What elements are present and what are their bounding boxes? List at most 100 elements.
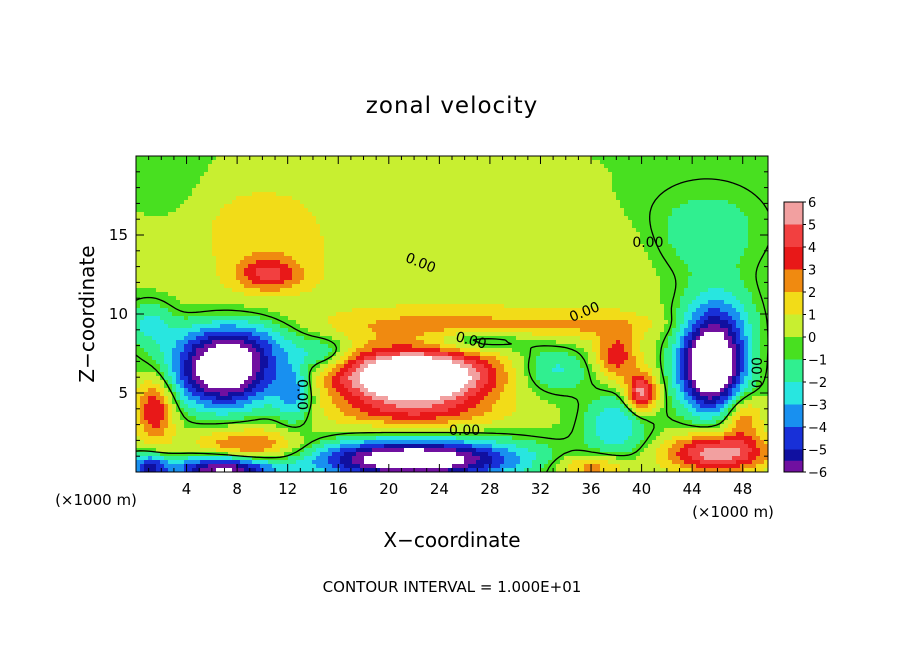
field-cell (164, 228, 169, 233)
field-cell (412, 224, 417, 229)
field-cell (748, 244, 753, 249)
field-cell (368, 256, 373, 261)
field-cell (544, 224, 549, 229)
field-cell (544, 192, 549, 197)
field-cell (616, 168, 621, 173)
field-cell (532, 228, 537, 233)
field-cell (296, 276, 301, 281)
field-cell (516, 192, 521, 197)
field-cell (452, 196, 457, 201)
field-cell (164, 256, 169, 261)
field-cell (584, 184, 589, 189)
field-cell (268, 264, 273, 269)
field-cell (396, 172, 401, 177)
field-cell (368, 172, 373, 177)
field-cell (672, 244, 677, 249)
field-cell (328, 176, 333, 181)
field-cell (308, 180, 313, 185)
field-cell (596, 200, 601, 205)
field-cell (556, 164, 561, 169)
field-cell (148, 264, 153, 269)
field-cell (548, 264, 553, 269)
field-cell (436, 240, 441, 245)
field-cell (212, 204, 217, 209)
field-cell (484, 196, 489, 201)
field-cell (376, 228, 381, 233)
field-cell (704, 172, 709, 177)
field-cell (316, 196, 321, 201)
field-cell (332, 188, 337, 193)
field-cell (296, 272, 301, 277)
field-cell (288, 280, 293, 285)
field-cell (316, 256, 321, 261)
field-cell (500, 244, 505, 249)
field-cell (576, 272, 581, 277)
field-cell (184, 224, 189, 229)
field-cell (220, 204, 225, 209)
field-cell (408, 224, 413, 229)
field-cell (156, 216, 161, 221)
field-cell (288, 216, 293, 221)
field-cell (740, 268, 745, 273)
field-cell (276, 272, 281, 277)
field-cell (300, 248, 305, 253)
field-cell (376, 280, 381, 285)
field-cell (760, 156, 765, 161)
field-cell (172, 224, 177, 229)
field-cell (308, 276, 313, 281)
field-cell (628, 260, 633, 265)
field-cell (548, 244, 553, 249)
field-cell (672, 260, 677, 265)
field-cell (684, 236, 689, 241)
field-cell (536, 220, 541, 225)
field-cell (144, 220, 149, 225)
field-cell (644, 228, 649, 233)
field-cell (344, 164, 349, 169)
field-cell (464, 168, 469, 173)
field-cell (760, 236, 765, 241)
field-cell (332, 268, 337, 273)
field-cell (216, 212, 221, 217)
field-cell (724, 204, 729, 209)
field-cell (280, 264, 285, 269)
field-cell (676, 240, 681, 245)
field-cell (368, 260, 373, 265)
field-cell (692, 240, 697, 245)
field-cell (288, 248, 293, 253)
field-cell (592, 240, 597, 245)
field-cell (760, 228, 765, 233)
field-cell (384, 184, 389, 189)
field-cell (480, 156, 485, 161)
field-cell (352, 216, 357, 221)
field-cell (756, 168, 761, 173)
field-cell (384, 180, 389, 185)
field-cell (500, 184, 505, 189)
field-cell (324, 216, 329, 221)
field-cell (152, 272, 157, 277)
field-cell (348, 260, 353, 265)
field-cell (288, 184, 293, 189)
field-cell (408, 196, 413, 201)
field-cell (716, 268, 721, 273)
field-cell (280, 244, 285, 249)
field-cell (656, 228, 661, 233)
field-cell (336, 220, 341, 225)
field-cell (208, 224, 213, 229)
field-cell (484, 160, 489, 165)
field-cell (732, 160, 737, 165)
field-cell (436, 248, 441, 253)
field-cell (420, 176, 425, 181)
field-cell (640, 232, 645, 237)
field-cell (580, 176, 585, 181)
field-cell (456, 180, 461, 185)
field-cell (284, 280, 289, 285)
field-cell (588, 240, 593, 245)
field-cell (404, 276, 409, 281)
field-cell (196, 196, 201, 201)
field-cell (196, 172, 201, 177)
field-cell (336, 268, 341, 273)
field-cell (300, 160, 305, 165)
field-cell (300, 236, 305, 241)
field-cell (356, 232, 361, 237)
field-cell (384, 160, 389, 165)
